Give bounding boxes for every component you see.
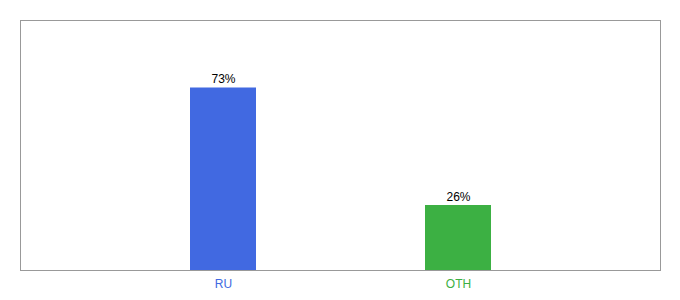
svg-text:RU: RU (215, 277, 232, 291)
svg-text:OTH: OTH (446, 277, 471, 291)
svg-text:73%: 73% (211, 72, 235, 86)
svg-text:26%: 26% (446, 190, 470, 204)
